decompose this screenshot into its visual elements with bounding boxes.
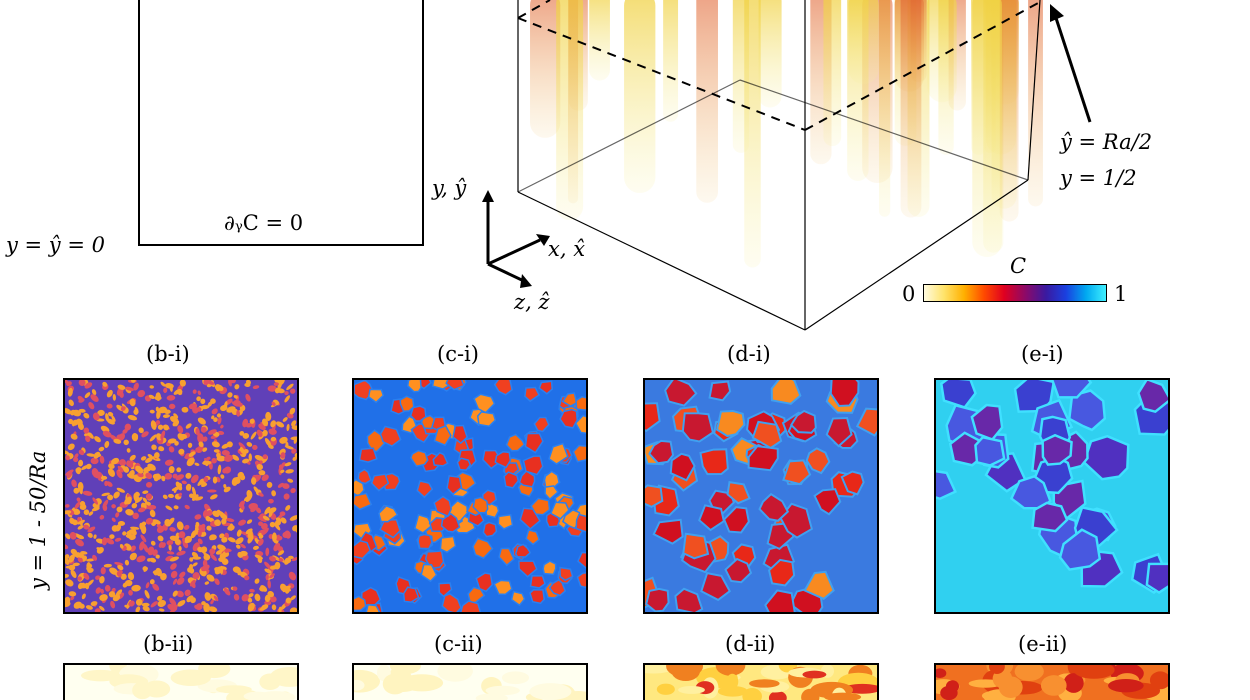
- plume-3d-box: [517, 0, 1043, 331]
- panel-c-ii: [352, 663, 588, 700]
- panel-caption-d-ii: (d-ii): [725, 632, 776, 656]
- colorbar-min-label: 0: [902, 282, 916, 306]
- mid-plane-arrow: [1050, 4, 1092, 123]
- panel-caption-c-i: (c-i): [437, 342, 479, 366]
- panel-b-ii: [63, 663, 299, 700]
- domain-bottom-bc: ∂ᵧC = 0: [224, 211, 304, 235]
- panel-e-i: [934, 378, 1170, 614]
- panel-caption-b-i: (b-i): [146, 342, 190, 366]
- axis-x-label: x, x̂: [548, 237, 586, 261]
- panel-caption-d-i: (d-i): [727, 342, 771, 366]
- domain-box: [138, 0, 424, 246]
- panel-d-ii: [643, 663, 879, 700]
- box-edges: [517, 0, 1041, 331]
- panel-e-ii: [934, 663, 1170, 700]
- axis-z-label: z, ẑ: [514, 290, 550, 314]
- colorbar: [923, 284, 1107, 302]
- mid-plane: [517, 0, 1041, 131]
- row-label-y: y = 1 - 50/Ra: [26, 450, 50, 590]
- colorbar-title: C: [1010, 254, 1027, 278]
- colorbar-max-label: 1: [1114, 282, 1128, 306]
- plane-label-line1: ŷ = Ra/2: [1060, 130, 1153, 154]
- panel-caption-e-ii: (e-ii): [1018, 632, 1068, 656]
- panel-c-i: [352, 378, 588, 614]
- plume-fingers: [530, 0, 1043, 268]
- panel-d-i: [643, 378, 879, 614]
- panel-caption-b-ii: (b-ii): [143, 632, 194, 656]
- panel-caption-e-i: (e-i): [1021, 342, 1064, 366]
- plane-label-line2: y = 1/2: [1060, 166, 1137, 190]
- domain-bottom-label: y = ŷ = 0: [6, 233, 105, 257]
- panel-caption-c-ii: (c-ii): [434, 632, 483, 656]
- coordinate-axes: [482, 190, 550, 288]
- axis-y-label: y, ŷ: [432, 176, 467, 200]
- panel-b-i: [63, 378, 299, 614]
